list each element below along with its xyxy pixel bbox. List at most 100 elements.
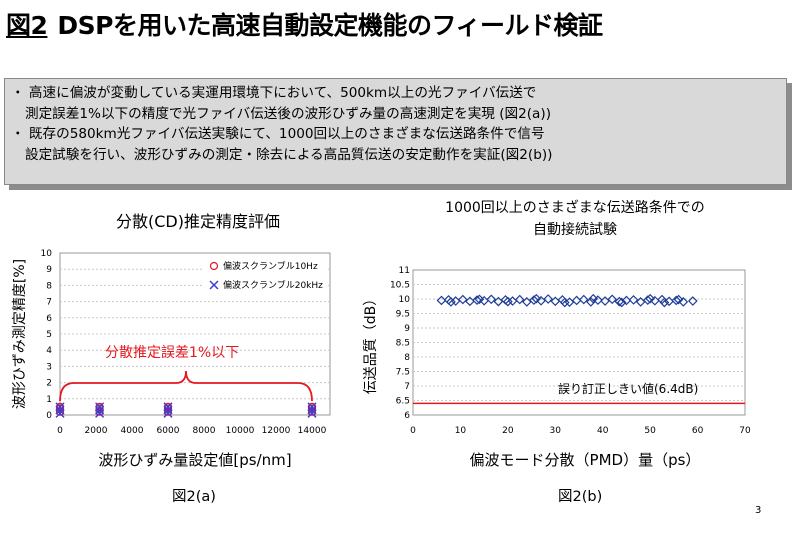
data-point-stroke xyxy=(55,402,65,412)
chart-b-x-tick: 10 xyxy=(455,426,467,436)
chart-a-range-brace xyxy=(59,370,313,402)
data-point xyxy=(586,297,596,307)
chart-b-y-tick: 10.5 xyxy=(390,281,410,291)
chart-a-y-label: 波形ひずみ測定精度[%] xyxy=(12,259,28,409)
chart-a-y-tick: 9 xyxy=(46,265,52,275)
data-point-stroke xyxy=(95,408,105,418)
data-point xyxy=(307,407,317,416)
figure-number: 図2 xyxy=(6,11,48,40)
summary-bullet-1-line-1: ・ 高速に偏波が変動している実運用環境下において、500km以上の光ファイバ伝送… xyxy=(11,85,537,101)
data-point xyxy=(531,293,542,304)
chart-a-caption: 図2(a) xyxy=(172,489,216,505)
data-point xyxy=(55,402,65,412)
chart-b-x-tick: 40 xyxy=(597,426,609,436)
data-point-stroke xyxy=(163,408,173,418)
data-point xyxy=(645,293,655,304)
chart-b-title-line-2: 自動接続試験 xyxy=(533,221,617,238)
data-point xyxy=(457,294,468,305)
chart-b-x-tick: 70 xyxy=(739,426,751,436)
chart-b-y-tick: 6 xyxy=(404,411,410,421)
summary-bullet-2-line-2: 設定試験を行い、波形ひずみの測定・除去による高品質伝送の安定動作を実証(図2(b… xyxy=(25,146,553,163)
chart-a-legend-label: 偏波スクランブル20kHz xyxy=(223,279,323,291)
chart-b-x-tick: 50 xyxy=(644,426,656,436)
data-point xyxy=(628,295,639,305)
chart-a-x-tick: 6000 xyxy=(157,426,180,436)
data-point xyxy=(600,296,610,306)
data-point xyxy=(55,407,65,416)
data-point xyxy=(163,407,173,416)
chart-a-y-tick: 6 xyxy=(46,314,52,324)
chart-a-y-tick: 5 xyxy=(46,330,52,340)
data-point xyxy=(446,297,456,307)
chart-b-x-tick: 30 xyxy=(550,426,562,436)
chart-b-x-tick: 60 xyxy=(692,426,704,436)
chart-b-y-label: 伝送品質（dB） xyxy=(363,292,379,395)
chart-a-y-tick: 1 xyxy=(46,395,52,405)
data-point xyxy=(621,295,632,306)
data-point xyxy=(536,295,546,306)
data-point xyxy=(307,405,317,415)
chart-b-y-tick: 7 xyxy=(404,382,410,392)
data-point xyxy=(571,295,582,306)
data-point xyxy=(163,408,173,418)
data-point xyxy=(486,294,497,305)
page-number: 3 xyxy=(755,505,762,516)
slide-title-text: DSPを用いた高速自動設定機能のフィールド検証 xyxy=(57,11,603,40)
chart-b-caption: 図2(b) xyxy=(558,489,603,505)
data-point xyxy=(514,294,525,305)
chart-a-x-tick: 2000 xyxy=(85,426,108,436)
data-point xyxy=(678,297,689,307)
legend-x-marker xyxy=(209,280,219,290)
chart-a-x-label: 波形ひずみ量設定値[ps/nm] xyxy=(98,451,291,469)
chart-a-y-tick: 3 xyxy=(46,362,52,372)
data-point xyxy=(616,297,627,308)
cd-estimation-chart: 分散(CD)推定精度評価 0 1 2 3 4 5 6 7 8 9 10 0 2000 4000 6000 800… xyxy=(12,212,331,469)
summary-bullet-1-line-2: 測定誤差1%以下の精度で光ファイバ伝送後の波形ひずみ量の高速測定を実現 (図2(… xyxy=(25,105,551,122)
chart-b-y-tick: 6.5 xyxy=(396,397,410,407)
data-point xyxy=(543,294,554,304)
chart-a-title: 分散(CD)推定精度評価 xyxy=(116,212,280,231)
data-point xyxy=(521,297,532,307)
chart-a-y-tick: 4 xyxy=(46,346,52,356)
data-point xyxy=(472,295,482,306)
chart-a-y-tick: 2 xyxy=(46,379,52,389)
chart-b-y-tick: 10 xyxy=(399,295,411,305)
data-point xyxy=(95,405,105,415)
data-point xyxy=(307,408,317,418)
summary-bullet-2-line-1: ・ 既存の580km光ファイバ伝送実験にて、1000回以上のさまざまな伝送路条件… xyxy=(11,126,545,142)
summary-box: ・ 高速に偏波が変動している実運用環境下において、500km以上の光ファイバ伝送… xyxy=(4,78,787,185)
data-point-stroke xyxy=(307,408,317,418)
chart-a-x-tick: 0 xyxy=(57,426,63,436)
chart-a-y-tick: 10 xyxy=(41,249,53,259)
data-point xyxy=(95,402,105,412)
data-point xyxy=(593,295,603,306)
chart-b-title-line-1: 1000回以上のさまざまな伝送路条件での xyxy=(445,199,705,216)
data-point xyxy=(673,294,684,305)
data-point xyxy=(671,295,682,306)
chart-b-y-tick: 9.5 xyxy=(396,310,410,320)
chart-a-y-tick: 0 xyxy=(46,411,52,421)
legend-circle-marker xyxy=(209,261,219,271)
data-point-stroke xyxy=(307,402,317,412)
chart-a-x-tick: 8000 xyxy=(193,426,216,436)
chart-b-x-tick: 20 xyxy=(502,426,514,436)
chart-b-y-tick: 11 xyxy=(399,266,410,276)
data-point-stroke xyxy=(163,402,173,412)
chart-a-x-tick: 4000 xyxy=(121,426,144,436)
data-point xyxy=(559,297,570,308)
chart-a-y-tick: 8 xyxy=(46,281,52,291)
data-point xyxy=(687,296,698,306)
data-point xyxy=(659,297,670,308)
data-point-stroke xyxy=(307,405,317,415)
chart-b-y-tick: 9 xyxy=(404,324,410,334)
data-point xyxy=(436,295,447,306)
chart-b-x-label: 偏波モード分散（PMD）量（ps） xyxy=(470,451,701,469)
data-point xyxy=(95,407,104,416)
data-point xyxy=(493,296,504,307)
chart-b-y-tick: 8 xyxy=(404,353,410,363)
data-point xyxy=(578,294,589,305)
data-point-stroke xyxy=(55,408,65,418)
data-point xyxy=(55,405,65,415)
chart-b-annotation: 誤り訂正しきい値(6.4dB) xyxy=(558,381,698,396)
data-point xyxy=(529,295,539,306)
